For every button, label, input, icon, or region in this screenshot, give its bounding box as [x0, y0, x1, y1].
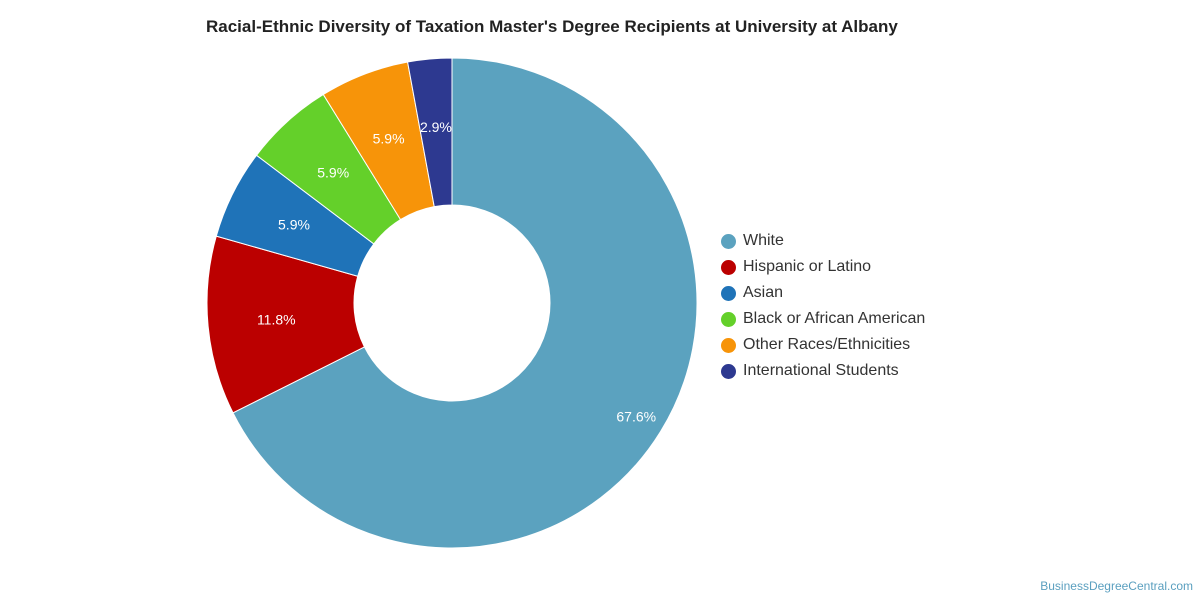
slice-label-international-students: 2.9% — [420, 119, 452, 135]
legend-label: White — [743, 232, 784, 249]
legend-marker — [721, 259, 736, 275]
slice-label-asian: 5.9% — [278, 216, 310, 232]
legend-item-other-races-ethnicities[interactable]: Other Races/Ethnicities — [721, 332, 925, 358]
legend-item-white[interactable]: White — [721, 228, 925, 254]
legend-marker — [721, 311, 736, 327]
legend-marker — [721, 363, 736, 379]
slice-label-black-or-african-american: 5.9% — [317, 164, 349, 180]
source-watermark[interactable]: BusinessDegreeCentral.com — [1040, 579, 1193, 593]
slice-international-students[interactable] — [407, 57, 453, 208]
legend-label: Other Races/Ethnicities — [743, 336, 911, 353]
donut-slice-labels: 67.6% 11.8% 5.9% 5.9% 5.9% 2.9% — [257, 119, 656, 424]
legend-label: International Students — [743, 362, 899, 379]
legend: White Hispanic or Latino Asian Black or … — [721, 228, 925, 384]
donut-slices — [206, 57, 698, 549]
legend-marker — [721, 285, 736, 301]
legend-item-black-or-african-american[interactable]: Black or African American — [721, 306, 925, 332]
legend-marker — [721, 337, 736, 353]
legend-label: Black or African American — [743, 310, 926, 327]
chart-title: Racial-Ethnic Diversity of Taxation Mast… — [206, 17, 898, 36]
legend-item-hispanic-or-latino[interactable]: Hispanic or Latino — [721, 254, 925, 280]
legend-label: Asian — [743, 284, 784, 301]
legend-item-asian[interactable]: Asian — [721, 280, 925, 306]
slice-white[interactable] — [232, 57, 698, 549]
slice-label-hispanic-or-latino: 11.8% — [257, 312, 296, 328]
slice-label-white: 67.6% — [616, 409, 656, 425]
legend-label: Hispanic or Latino — [743, 258, 872, 275]
legend-item-international-students[interactable]: International Students — [721, 358, 925, 384]
slice-hispanic-or-latino[interactable] — [206, 235, 366, 414]
legend-marker — [721, 233, 736, 249]
slice-label-other-races-ethnicities: 5.9% — [373, 130, 405, 146]
